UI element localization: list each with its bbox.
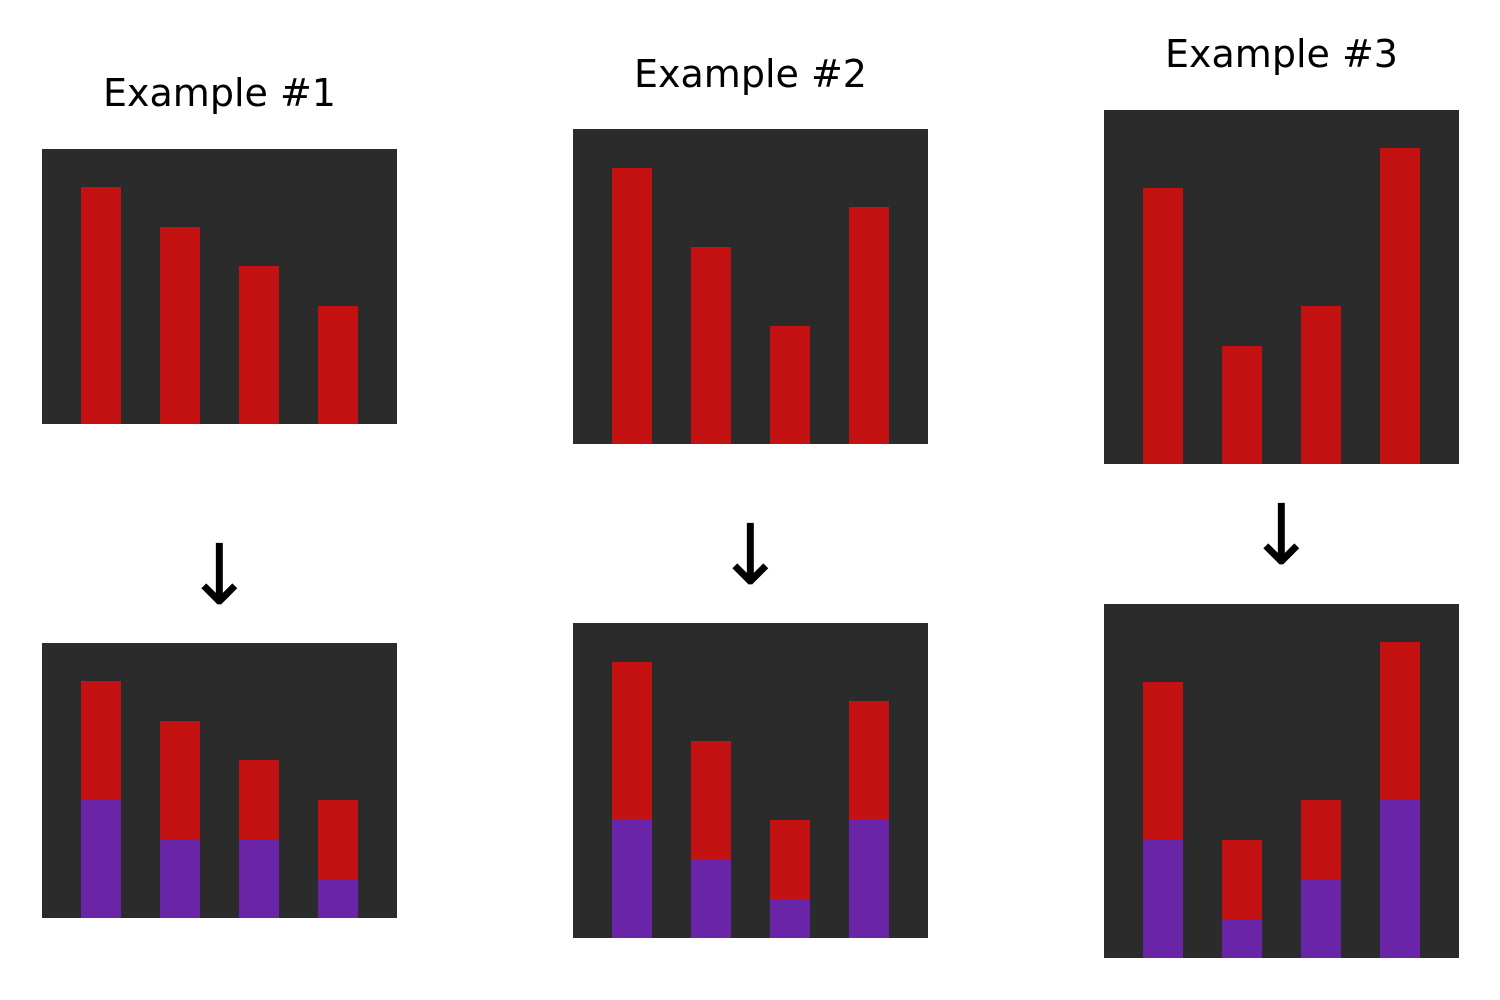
bar <box>1222 840 1262 958</box>
example-title: Example #1 <box>103 71 336 115</box>
input-grid <box>573 129 928 444</box>
bar-red-segment <box>81 187 121 424</box>
bar-red-segment <box>160 227 200 424</box>
bar <box>1301 306 1341 464</box>
bar <box>849 701 889 938</box>
bar-purple-segment <box>1143 840 1183 958</box>
bar-red-segment <box>1301 306 1341 464</box>
bar-red-segment <box>239 266 279 424</box>
bar <box>1301 800 1341 958</box>
bar-purple-segment <box>1301 879 1341 958</box>
bar <box>160 721 200 918</box>
bar-red-segment <box>1380 148 1420 464</box>
bar <box>612 168 652 444</box>
output-grid <box>42 643 397 918</box>
bar-red-segment <box>691 247 731 444</box>
bar-red-segment <box>612 168 652 444</box>
example-2: Example #2 ↓ <box>573 0 928 1000</box>
bar-red-segment <box>318 306 358 424</box>
bar-red-segment <box>1143 188 1183 464</box>
input-grid <box>1104 110 1459 464</box>
bar-purple-segment <box>1380 800 1420 958</box>
down-arrow-icon: ↓ <box>715 506 786 604</box>
bar-purple-segment <box>1222 919 1262 958</box>
bar <box>1380 148 1420 464</box>
bar-red-segment <box>1222 346 1262 464</box>
bar <box>849 207 889 444</box>
bar <box>691 741 731 938</box>
bar <box>318 306 358 424</box>
example-1: Example #1 ↓ <box>42 0 397 1000</box>
bar <box>1222 346 1262 464</box>
example-title: Example #3 <box>1165 32 1398 76</box>
bar <box>160 227 200 424</box>
bar <box>612 662 652 938</box>
example-title: Example #2 <box>634 52 867 96</box>
bar <box>239 266 279 424</box>
example-3: Example #3 ↓ <box>1104 0 1459 1000</box>
bar-purple-segment <box>770 899 810 938</box>
bar <box>770 326 810 444</box>
bar <box>1380 642 1420 958</box>
bar-red-segment <box>770 326 810 444</box>
down-arrow-icon: ↓ <box>1246 486 1317 584</box>
down-arrow-icon: ↓ <box>184 526 255 624</box>
bar-purple-segment <box>612 820 652 938</box>
bar <box>318 800 358 918</box>
bar-purple-segment <box>318 879 358 918</box>
bar <box>1143 682 1183 958</box>
bar-purple-segment <box>81 800 121 918</box>
bar <box>770 820 810 938</box>
bar <box>81 187 121 424</box>
bar-purple-segment <box>691 859 731 938</box>
bar <box>81 681 121 918</box>
bar-purple-segment <box>160 839 200 918</box>
bar-purple-segment <box>239 839 279 918</box>
output-grid <box>573 623 928 938</box>
bar <box>239 760 279 918</box>
input-grid <box>42 149 397 424</box>
output-grid <box>1104 604 1459 958</box>
bar <box>1143 188 1183 464</box>
bar <box>691 247 731 444</box>
bar-purple-segment <box>849 820 889 938</box>
bar-red-segment <box>849 207 889 444</box>
